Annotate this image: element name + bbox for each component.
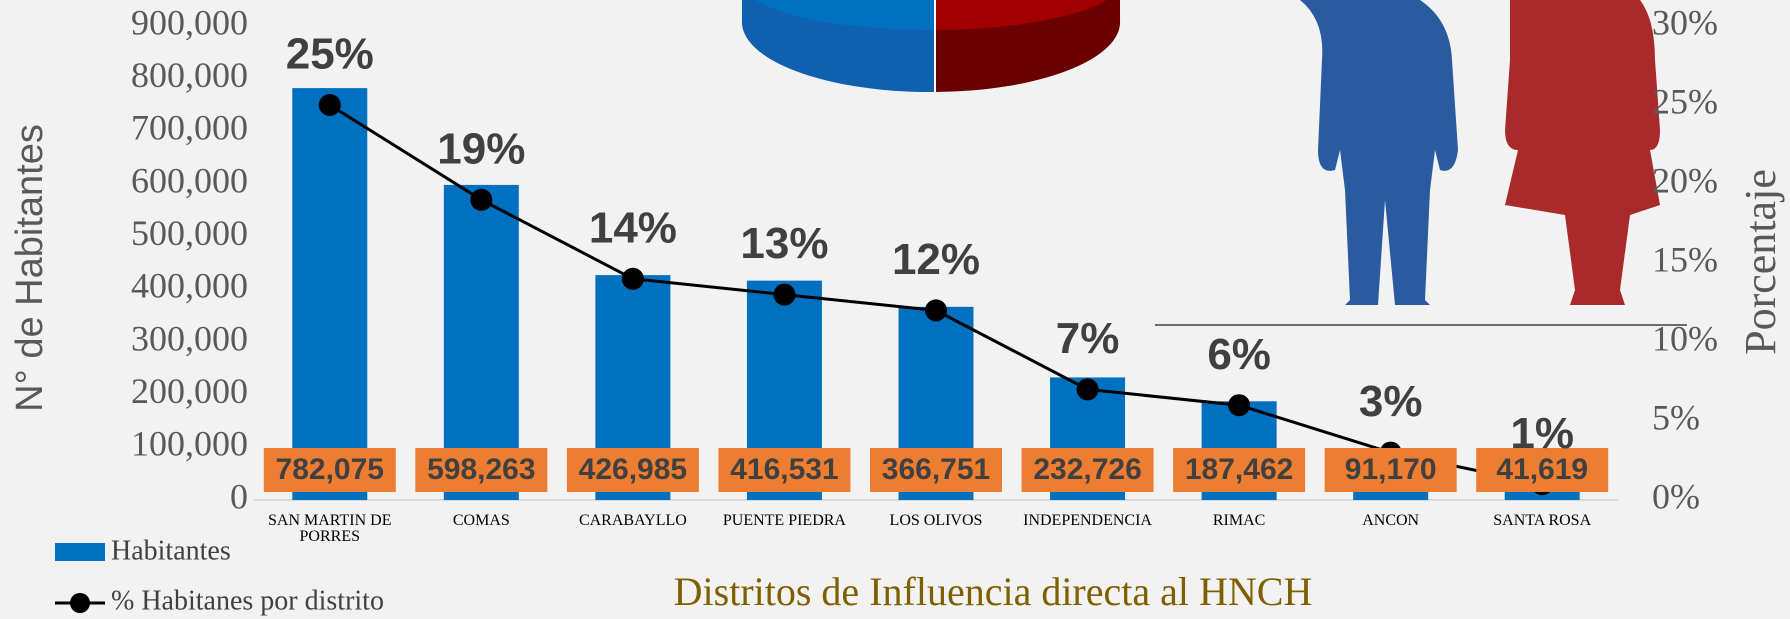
data-label: 3% — [1359, 377, 1423, 426]
decor-woman — [1505, 0, 1660, 305]
y2-tick-label: 30% — [1652, 2, 1718, 42]
y-tick-label: 200,000 — [131, 371, 248, 411]
data-label: 6% — [1207, 330, 1271, 379]
x-tick-label: SAN MARTIN DE PORRES — [255, 513, 405, 545]
x-tick-label: INDEPENDENCIA — [1013, 513, 1163, 529]
data-label: 7% — [1056, 314, 1120, 363]
bar — [292, 88, 367, 500]
data-label: 187,462 — [1185, 453, 1293, 486]
data-label: 782,075 — [276, 453, 384, 486]
x-axis-title: Distritos de Influencia directa al HNCH — [674, 569, 1313, 614]
y-tick-label: 700,000 — [131, 108, 248, 148]
data-label: 25% — [286, 30, 374, 79]
y-axis-title: N° de Habitantes — [9, 124, 51, 412]
x-tick-label: COMAS — [406, 513, 556, 529]
x-tick-label: RIMAC — [1164, 513, 1314, 529]
x-tick-label: ANCON — [1316, 513, 1466, 529]
y2-tick-label: 20% — [1652, 160, 1718, 200]
x-tick-label: LOS OLIVOS — [861, 513, 1011, 529]
line-marker — [319, 94, 341, 116]
y-tick-label: 300,000 — [131, 318, 248, 358]
line-marker — [1228, 394, 1250, 416]
y-tick-label: 100,000 — [131, 424, 248, 464]
data-label: 13% — [740, 219, 828, 268]
y-tick-label: 0 — [230, 476, 248, 516]
y2-tick-label: 0% — [1652, 476, 1700, 516]
line-marker — [622, 268, 644, 290]
y-tick-label: 400,000 — [131, 266, 248, 306]
y-tick-label: 500,000 — [131, 213, 248, 253]
chart-page: N° de Habitantes Porcentaje Distritos de… — [0, 0, 1790, 619]
x-tick-label: CARABAYLLO — [558, 513, 708, 529]
legend-label: Habitantes — [111, 535, 231, 566]
line-marker — [470, 189, 492, 211]
data-label: 41,619 — [1496, 453, 1588, 486]
data-label: 91,170 — [1345, 453, 1437, 486]
y-tick-label: 600,000 — [131, 160, 248, 200]
data-label: 19% — [437, 124, 525, 173]
x-tick-label: PUENTE PIEDRA — [709, 513, 859, 529]
data-label: 14% — [589, 203, 677, 252]
y-tick-label: 900,000 — [131, 2, 248, 42]
y-tick-label: 800,000 — [131, 55, 248, 95]
y2-tick-label: 15% — [1652, 239, 1718, 279]
data-label: 366,751 — [882, 453, 990, 486]
data-label: 426,985 — [579, 453, 687, 486]
y2-tick-label: 5% — [1652, 397, 1700, 437]
decor-man — [1300, 0, 1458, 305]
data-label: 598,263 — [427, 453, 535, 486]
legend-line-marker — [70, 593, 90, 613]
data-label: 12% — [892, 235, 980, 284]
line-marker — [773, 284, 795, 306]
legend-bar-swatch — [55, 543, 105, 561]
data-label: 232,726 — [1033, 453, 1141, 486]
decor-pie — [742, 0, 1120, 92]
data-label: 416,531 — [730, 453, 838, 486]
line-marker — [1077, 378, 1099, 400]
x-tick-label: SANTA ROSA — [1467, 513, 1617, 529]
line-marker — [925, 299, 947, 321]
y2-tick-label: 25% — [1652, 81, 1718, 121]
y2-tick-label: 10% — [1652, 318, 1718, 358]
y2-axis-title: Porcentaje — [1736, 169, 1785, 355]
legend-label: % Habitanes por distrito — [111, 585, 384, 616]
data-label: 1% — [1510, 409, 1574, 458]
